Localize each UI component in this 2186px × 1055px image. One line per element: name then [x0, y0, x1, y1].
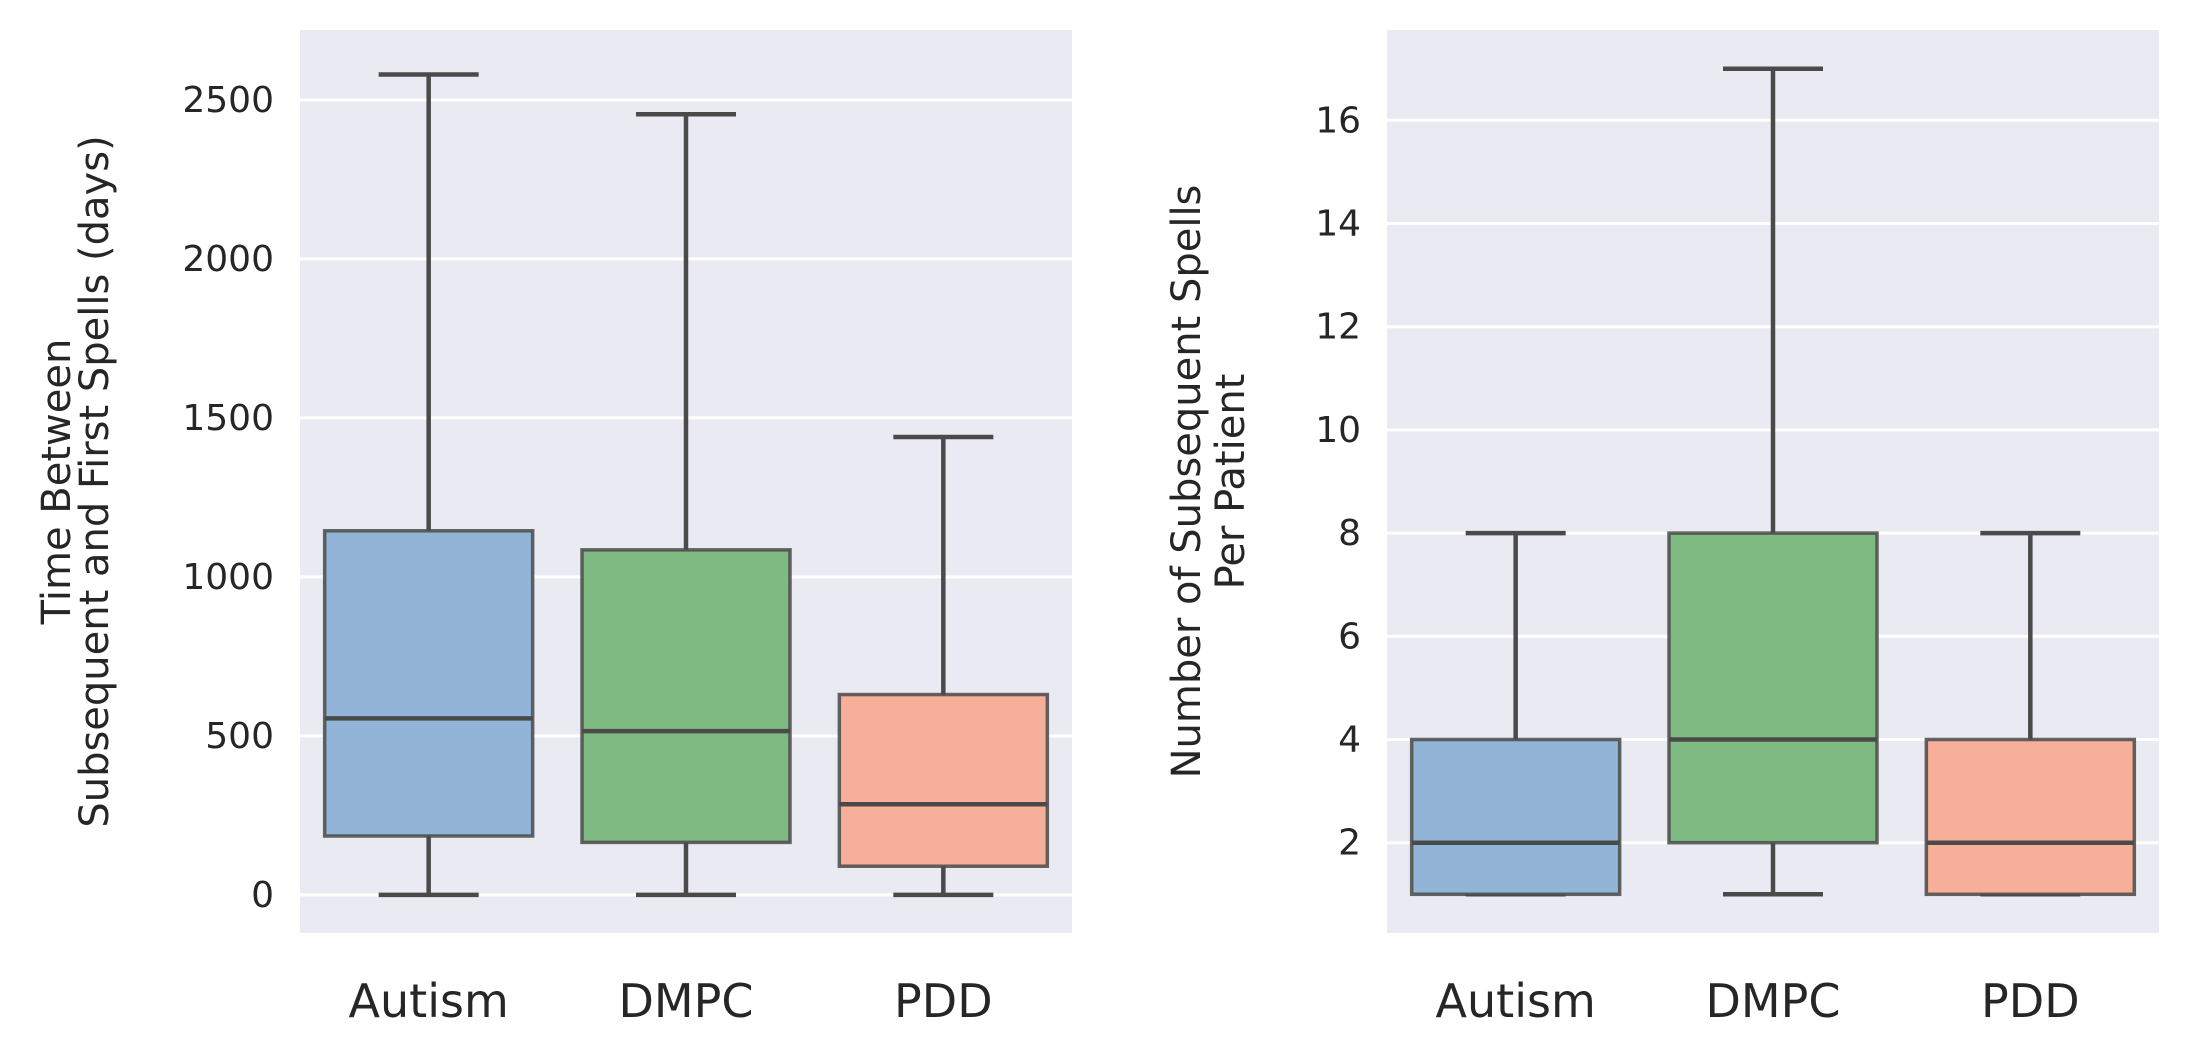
- x-category-label: PDD: [1981, 974, 2080, 1028]
- x-category-label: Autism: [1436, 974, 1596, 1028]
- y-tick-label: 10: [1315, 410, 1361, 451]
- y-tick-label: 500: [205, 716, 274, 757]
- y-tick-label: 8: [1338, 513, 1361, 554]
- y-tick-label: 6: [1338, 616, 1361, 657]
- chart-panel-2: 2 4 6 8 10 12 14 16 Autism DMPC PDD Number of Subse…: [1164, 30, 2159, 1028]
- box-autism: [1409, 530, 1622, 897]
- x-category-label: PDD: [894, 974, 993, 1028]
- box-iqr: [837, 692, 1050, 868]
- box-pdd: [837, 434, 1050, 898]
- y-tick-label: 16: [1315, 100, 1361, 141]
- box-dmpc: [580, 112, 792, 898]
- box-iqr: [1924, 737, 2137, 897]
- box-iqr: [1409, 737, 1622, 897]
- x-category-label: DMPC: [1706, 974, 1841, 1028]
- x-category-label: Autism: [349, 974, 509, 1028]
- y-axis-title: Time Between: [34, 339, 80, 626]
- box-pdd: [1924, 530, 2137, 897]
- box-iqr: [1667, 531, 1879, 845]
- y-axis-title: Per Patient: [1208, 374, 1254, 590]
- box-iqr: [580, 548, 792, 845]
- y-tick-label: 2000: [182, 239, 274, 280]
- y-tick-label: 12: [1315, 307, 1361, 348]
- y-tick-label: 2500: [182, 80, 274, 121]
- x-category-label: DMPC: [619, 974, 754, 1028]
- y-tick-label: 0: [251, 875, 274, 916]
- y-tick-label: 1000: [182, 557, 274, 598]
- y-axis-title: Subsequent and First Spells (days): [72, 135, 118, 827]
- y-tick-label: 1500: [182, 398, 274, 439]
- chart-panel-1: 0 500 1000 1500 2000 2500 Autism DMPC PDD Time Be…: [34, 30, 1072, 1028]
- y-tick-label: 4: [1338, 720, 1361, 761]
- box-autism: [322, 72, 535, 898]
- box-iqr: [322, 529, 535, 838]
- y-tick-label: 2: [1338, 823, 1361, 864]
- y-axis-title: Number of Subsequent Spells: [1164, 185, 1210, 779]
- y-tick-label: 14: [1315, 204, 1361, 245]
- box-dmpc: [1667, 66, 1879, 897]
